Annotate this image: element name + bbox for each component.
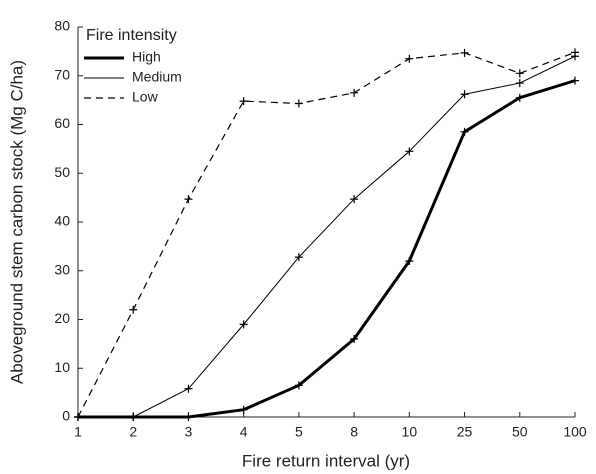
point-marker xyxy=(184,413,193,421)
point-marker xyxy=(74,413,82,421)
point-marker xyxy=(460,127,469,136)
y-tick-label: 10 xyxy=(54,359,70,375)
point-marker xyxy=(460,48,469,57)
y-tick-label: 50 xyxy=(54,164,70,180)
y-tick-label: 0 xyxy=(62,408,70,424)
y-tick-label: 30 xyxy=(54,261,70,277)
point-marker xyxy=(571,48,579,57)
point-marker xyxy=(515,69,524,78)
point-marker xyxy=(294,253,303,262)
point-marker xyxy=(405,257,414,265)
x-axis-label: Fire return interval (yr) xyxy=(242,451,410,470)
point-marker xyxy=(405,147,414,156)
y-axis-label: Aboveground stem carbon stock (Mg C/ha) xyxy=(7,60,26,384)
point-marker xyxy=(184,384,193,393)
legend-title: Fire intensity xyxy=(86,27,177,44)
series-line xyxy=(77,51,576,418)
point-marker xyxy=(515,93,524,102)
legend-label: Low xyxy=(132,89,159,105)
point-marker xyxy=(294,381,303,390)
y-tick-label: 60 xyxy=(54,115,70,131)
x-tick-label: 8 xyxy=(350,424,358,440)
point-marker xyxy=(239,97,248,106)
y-tick-label: 80 xyxy=(54,18,70,34)
x-tick-label: 10 xyxy=(402,424,418,440)
point-marker xyxy=(129,413,138,421)
legend-label: Medium xyxy=(132,69,182,85)
y-tick-label: 40 xyxy=(54,213,70,229)
x-tick-label: 5 xyxy=(295,424,303,440)
x-tick-label: 25 xyxy=(457,424,473,440)
point-marker xyxy=(294,99,303,108)
x-tick-label: 4 xyxy=(240,424,248,440)
point-marker xyxy=(350,195,359,204)
point-marker xyxy=(460,90,469,99)
point-marker xyxy=(350,335,359,343)
point-marker xyxy=(129,305,138,314)
point-marker xyxy=(239,320,248,329)
x-tick-label: 2 xyxy=(129,424,137,440)
series-line xyxy=(78,79,576,419)
point-marker xyxy=(571,76,579,85)
y-tick-label: 20 xyxy=(54,310,70,326)
x-tick-label: 50 xyxy=(512,424,528,440)
legend-label: High xyxy=(132,49,161,65)
point-marker xyxy=(515,79,524,88)
series-line xyxy=(78,55,576,418)
x-tick-label: 3 xyxy=(185,424,193,440)
point-marker xyxy=(405,54,414,63)
point-marker xyxy=(350,88,359,97)
x-tick-label: 1 xyxy=(74,424,82,440)
point-marker xyxy=(184,195,193,204)
x-tick-label: 100 xyxy=(563,424,587,440)
y-tick-label: 70 xyxy=(54,66,70,82)
point-marker xyxy=(239,405,248,414)
